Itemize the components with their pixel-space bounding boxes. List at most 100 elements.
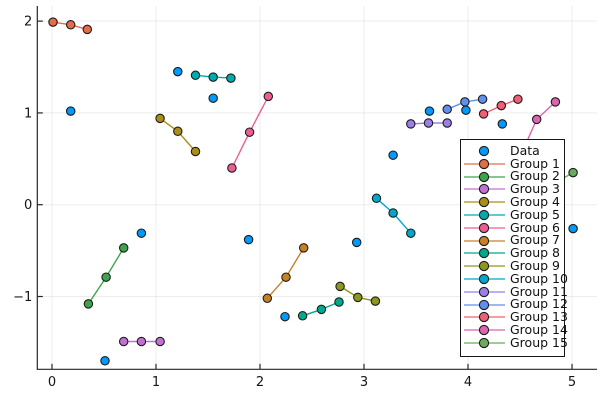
legend-item-group-4: Group 4 xyxy=(461,193,564,209)
marker-group-12 xyxy=(460,97,470,107)
axes: 0 1 2 3 4 5 −1 0 1 2 xyxy=(13,6,597,390)
marker-data xyxy=(243,234,254,245)
marker-data xyxy=(208,93,218,103)
marker-group-14 xyxy=(550,97,561,107)
legend-marker-group-10 xyxy=(478,273,490,285)
marker-group-10 xyxy=(406,228,416,238)
marker-data xyxy=(280,311,290,322)
legend-marker-group-4 xyxy=(478,197,490,208)
marker-group-13 xyxy=(496,100,507,111)
legend-marker-group-9 xyxy=(478,261,490,272)
marker-group-7 xyxy=(281,272,291,282)
legend-marker-data xyxy=(478,145,490,157)
legend-swatch-group-6 xyxy=(464,222,505,233)
legend-item-group-1: Group 1 xyxy=(461,157,564,170)
legend-swatch-group-4 xyxy=(464,197,505,208)
legend-item-group-13: Group 13 xyxy=(461,311,568,323)
legend-swatch-group-7 xyxy=(464,235,505,246)
legend-item-group-12: Group 12 xyxy=(461,298,568,311)
legend-label-group-6: Group 6 xyxy=(510,219,560,235)
marker-group-8 xyxy=(334,297,344,307)
legend-label-group-12: Group 12 xyxy=(510,296,568,312)
x-tick-label-5: 5 xyxy=(568,375,576,390)
series-data xyxy=(65,66,578,366)
legend-swatch-group-15 xyxy=(464,337,505,349)
legend-item-group-5: Group 5 xyxy=(461,206,564,222)
x-tick-label-3: 3 xyxy=(360,375,368,390)
legend-item-group-7: Group 7 xyxy=(461,232,564,248)
legend-swatch-data xyxy=(478,145,490,157)
marker-group-6 xyxy=(244,127,255,137)
legend-item-group-11: Group 11 xyxy=(461,285,568,298)
marker-group-6 xyxy=(263,91,274,102)
marker-data xyxy=(388,150,398,160)
marker-group-13 xyxy=(478,109,489,119)
series-group-4 xyxy=(155,113,201,157)
marker-group-14 xyxy=(531,114,542,125)
marker-group-9 xyxy=(353,292,363,303)
legend-label-group-7: Group 7 xyxy=(510,232,560,248)
legend-swatch-group-5 xyxy=(464,209,505,221)
legend-item-data: Data xyxy=(461,144,564,157)
legend-marker-group-6 xyxy=(478,222,490,233)
marker-group-12 xyxy=(477,94,488,104)
legend-item-group-9: Group 9 xyxy=(461,257,564,273)
marker-group-2 xyxy=(101,272,111,282)
marker-group-12 xyxy=(442,104,452,115)
legend-item-group-10: Group 10 xyxy=(461,272,568,285)
legend-swatch-group-14 xyxy=(464,325,505,336)
marker-group-10 xyxy=(371,193,382,204)
legend-marker-group-13 xyxy=(478,312,490,323)
marker-data xyxy=(136,228,147,238)
series-group-13 xyxy=(478,94,523,119)
legend-marker-group-3 xyxy=(478,184,490,195)
marker-group-5 xyxy=(226,73,236,83)
legend-swatch-group-1 xyxy=(464,158,505,169)
marker-group-15 xyxy=(568,167,578,178)
x-tick-label-2: 2 xyxy=(256,375,264,390)
marker-group-13 xyxy=(513,94,523,104)
legend-swatch-group-11 xyxy=(464,286,505,297)
legend-label-group-2: Group 2 xyxy=(510,168,560,184)
legend-item-group-14: Group 14 xyxy=(461,323,568,336)
marker-group-11 xyxy=(423,118,434,128)
marker-group-5 xyxy=(208,72,218,82)
legend-marker-group-14 xyxy=(478,325,490,336)
x-tick-label-1: 1 xyxy=(152,375,160,390)
marker-group-5 xyxy=(190,70,201,81)
marker-group-2 xyxy=(83,299,94,309)
legend-marker-group-8 xyxy=(478,248,490,259)
series-group-2 xyxy=(83,243,129,309)
marker-group-4 xyxy=(190,146,201,157)
legend-marker-group-2 xyxy=(478,171,490,182)
legend-label-group-13: Group 13 xyxy=(510,309,568,325)
series-group-7 xyxy=(262,243,309,304)
series-group-5 xyxy=(190,70,236,83)
series-group-12 xyxy=(442,94,488,115)
marker-group-9 xyxy=(335,281,345,292)
legend-label-group-14: Group 14 xyxy=(510,321,568,337)
legend-label-group-15: Group 15 xyxy=(510,334,568,350)
legend-label-group-4: Group 4 xyxy=(510,193,560,209)
marker-data xyxy=(173,66,183,77)
x-tick-label-0: 0 xyxy=(48,375,56,390)
y-tick-label-1: 1 xyxy=(24,106,32,121)
marker-group-3 xyxy=(155,336,165,347)
legend-label-group-9: Group 9 xyxy=(510,257,560,273)
marker-group-6 xyxy=(227,163,237,173)
marker-data xyxy=(424,106,435,116)
marker-data xyxy=(568,223,578,234)
series-group-9 xyxy=(335,281,381,306)
legend-swatch-group-13 xyxy=(464,312,505,323)
marker-group-1 xyxy=(82,24,93,35)
legend-swatch-group-3 xyxy=(464,184,505,195)
marker-group-9 xyxy=(370,296,381,306)
legend-item-group-8: Group 8 xyxy=(461,247,564,259)
legend-item-group-3: Group 3 xyxy=(461,183,564,195)
legend-swatch-group-2 xyxy=(464,171,505,182)
legend-label-group-5: Group 5 xyxy=(510,206,560,222)
marker-data xyxy=(461,105,471,115)
legend-marker-group-15 xyxy=(478,337,490,349)
